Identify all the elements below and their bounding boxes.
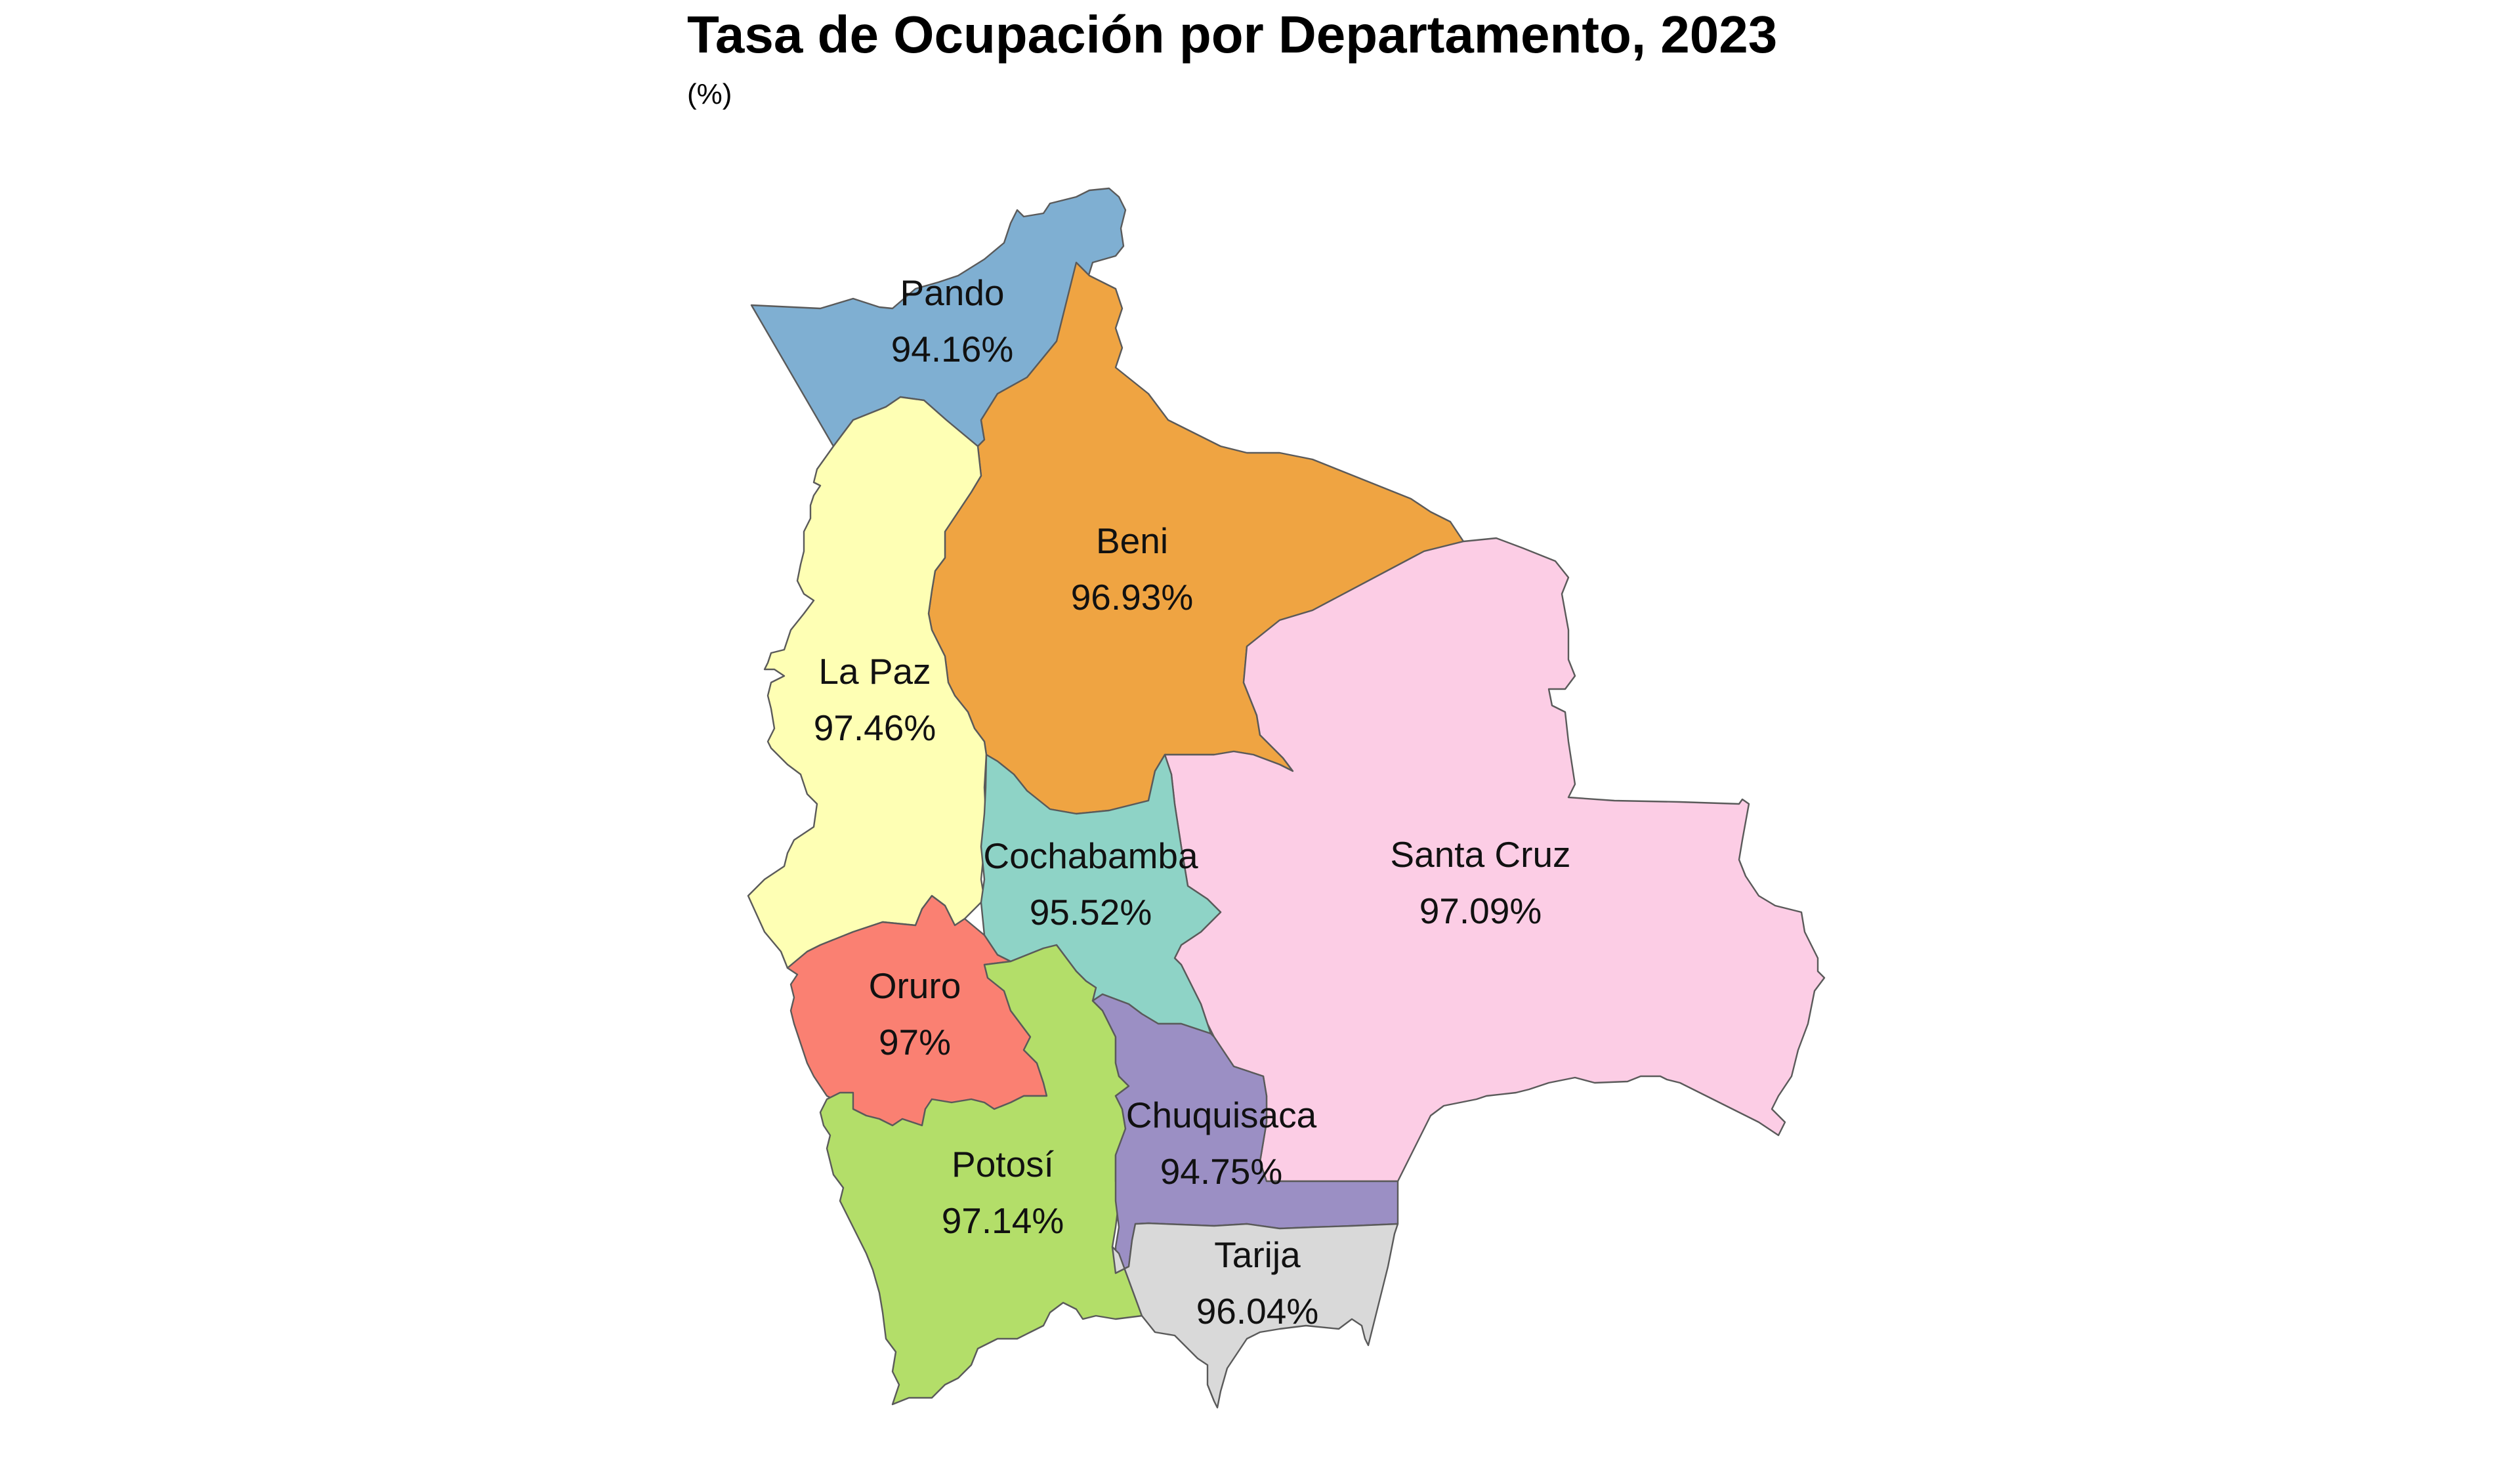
map-subtitle: (%) <box>687 78 732 110</box>
label-name-potosi: Potosí <box>952 1144 1055 1185</box>
label-value-santacruz: 97.09% <box>1419 891 1542 931</box>
label-name-chuquisaca: Chuquisaca <box>1126 1095 1317 1135</box>
label-value-tarija: 96.04% <box>1196 1291 1319 1332</box>
label-name-oruro: Oruro <box>869 965 961 1006</box>
region-lapaz[interactable] <box>747 396 988 969</box>
label-value-chuquisaca: 94.75% <box>1160 1151 1283 1192</box>
label-name-tarija: Tarija <box>1214 1234 1301 1275</box>
label-value-cochabamba: 95.52% <box>1030 892 1152 933</box>
region-tarija[interactable] <box>1111 1222 1399 1409</box>
label-value-pando: 94.16% <box>891 329 1014 369</box>
label-value-beni: 96.93% <box>1071 577 1194 618</box>
label-value-oruro: 97% <box>879 1022 951 1062</box>
label-name-beni: Beni <box>1096 520 1168 561</box>
label-name-cochabamba: Cochabamba <box>983 835 1198 876</box>
label-name-lapaz: La Paz <box>818 651 931 692</box>
label-value-lapaz: 97.46% <box>814 707 936 748</box>
map-title: Tasa de Ocupación por Departamento, 2023 <box>687 5 1777 64</box>
label-name-pando: Pando <box>900 272 1004 313</box>
label-value-potosi: 97.14% <box>942 1200 1064 1241</box>
label-name-santacruz: Santa Cruz <box>1390 834 1570 875</box>
